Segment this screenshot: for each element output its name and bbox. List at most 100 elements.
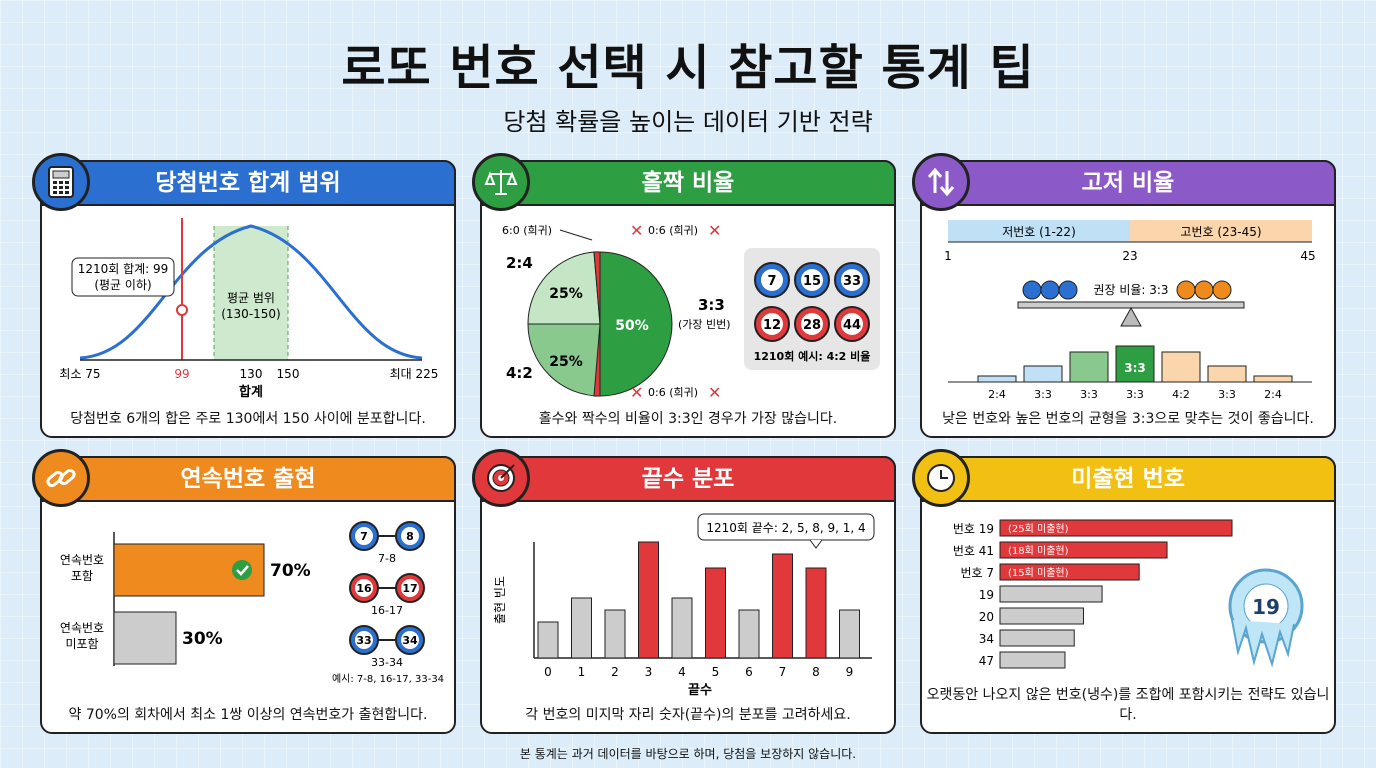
- last-digit-bar: [571, 597, 592, 659]
- axis-99: 99: [174, 367, 189, 381]
- lotto-ball-number: 33: [843, 274, 861, 289]
- last-digit-callout: [697, 513, 875, 541]
- pair-ball-number: 16: [356, 582, 372, 595]
- cold-row-bar: [999, 563, 1140, 581]
- consecutive-example: 예시: 7-8, 16-17, 33-34: [332, 673, 444, 685]
- last-digit-bar: [772, 553, 793, 659]
- lotto-balls: 7 15 33 12 28 44: [754, 262, 870, 342]
- high-low-bar: [1253, 375, 1293, 383]
- last-digit-card: 끝수 분포 1210회 끝수: 2, 5, 8, 9, 1, 4 0 1 2 3 4 5 6…: [472, 449, 896, 734]
- calculator-icon: [32, 153, 90, 211]
- last-digit-tick: 0: [544, 665, 552, 679]
- pct-50: 50%: [615, 318, 649, 334]
- axis-150: 150: [277, 367, 300, 381]
- sum-callout-line2: (평균 이하): [94, 278, 151, 292]
- label-with-2: 포함: [71, 569, 93, 583]
- last-digit-tick: 8: [812, 665, 820, 679]
- sum-xlabel: 합계: [239, 384, 263, 400]
- consecutive-caption: 약 70%의 회차에서 최소 1쌍 이상의 연속번호가 출현합니다.: [68, 707, 428, 723]
- high-low-bar: [1207, 365, 1247, 383]
- odd-even-header: 홀짝 비율: [480, 160, 896, 206]
- frozen-ball-number: 19: [1252, 595, 1280, 619]
- disclaimer: 본 통계는 과거 데이터를 바탕으로 하며, 당첨을 보장하지 않습니다.: [519, 747, 857, 761]
- last-digit-bar: [705, 567, 726, 659]
- last-digit-bar: [537, 621, 559, 659]
- pct-30: 30%: [182, 629, 223, 649]
- last-digit-ylabel: 출현 빈도: [493, 576, 507, 624]
- tick-45: 45: [1300, 249, 1315, 263]
- low-range-label: 저번호 (1-22): [1002, 225, 1076, 239]
- last-digit-bars: 0 1 2 3 4 5 6 7 8 9: [537, 541, 860, 679]
- balance-label: 권장 비율: 3:3: [1093, 283, 1168, 297]
- bell-curve: [79, 224, 423, 360]
- last-digit-bar: [671, 597, 693, 659]
- sum-distribution-chart: 1210회 합계: 99 (평균 이하) 평균 범위 (130-150) 최소 …: [59, 218, 438, 400]
- high-low-caption: 낮은 번호와 높은 번호의 균형을 3:3으로 맞추는 것이 좋습니다.: [942, 411, 1314, 427]
- cold-row-note: (18회 미출현): [1008, 545, 1069, 557]
- up-down-arrows-icon: [912, 153, 970, 211]
- odd-even-card: 홀짝 비율 50% 25% 25% 6:0 (희귀) ✕ 0:6 (희귀) ✕ …: [472, 153, 896, 438]
- last-digit-tick: 7: [779, 665, 787, 679]
- slice-4-2: [527, 323, 601, 397]
- cold-row-bar: [999, 519, 1233, 537]
- chain-link-icon: [32, 449, 90, 507]
- cold-number-bars: 번호 19 (25회 미출현) 번호 41 (18회 미출현) 번호 7 (15회 미출현…: [953, 519, 1233, 669]
- pair-label: 16-17: [371, 604, 403, 617]
- last-digit-caption: 각 번호의 미지막 자리 숫자(끝수)의 분포를 고려하세요.: [525, 707, 851, 723]
- frozen-ball: [1228, 568, 1304, 668]
- last-digit-tick: 4: [678, 665, 686, 679]
- cold-row-label: 34: [979, 632, 994, 646]
- tick-1: 1: [944, 249, 952, 263]
- svg-text:✕: ✕: [630, 383, 643, 402]
- cold-row-label: 20: [979, 610, 994, 624]
- last-digit-bar: [805, 567, 827, 659]
- sum-range-card: 당첨번호 합계 범위 1210회 합계: 99 (평균 이하) 평균 범위 (1…: [32, 153, 456, 438]
- lotto-ball-number: 7: [767, 274, 776, 289]
- last-digit-tick: 3: [645, 665, 653, 679]
- label-2-4: 2:4: [506, 254, 533, 272]
- pct-25-a: 25%: [549, 354, 583, 370]
- pct-70: 70%: [270, 561, 311, 581]
- sum-callout-line1: 1210회 합계: 99: [78, 262, 169, 276]
- cold-numbers-card: 미출현 번호 번호 19 (25회 미출현) 번호 41 (18회 미출현) 번호 7 (…: [912, 449, 1336, 734]
- cold-row-note: (15회 미출현): [1008, 567, 1069, 579]
- consecutive-header: 연속번호 출현: [40, 456, 456, 502]
- consecutive-chart: 70% 30% 연속번호 포함 연속번호 미포함 7 8 7-8 16 17 16-17 3…: [60, 521, 444, 685]
- slice-3-3: [599, 251, 673, 397]
- lotto-ball-number: 44: [843, 318, 861, 333]
- rare-6-0: 6:0 (희귀): [502, 224, 552, 237]
- page-subtitle: 당첨 확률을 높이는 데이터 기반 전략: [503, 108, 873, 136]
- lotto-ball-number: 28: [803, 318, 821, 333]
- page-title: 로또 번호 선택 시 참고할 통계 팁: [341, 40, 1035, 96]
- pair-ball-number: 33: [356, 634, 371, 647]
- axis-min: 최소 75: [59, 367, 100, 381]
- high-low-bar-label: 2:4: [988, 388, 1006, 401]
- cold-numbers-chart: 번호 19 (25회 미출현) 번호 41 (18회 미출현) 번호 7 (15회 미출현…: [953, 519, 1304, 669]
- average-band: [214, 226, 288, 360]
- last-digit-bar: [839, 609, 860, 659]
- label-without-1: 연속번호: [60, 621, 104, 635]
- cold-row-label: 번호 7: [960, 566, 994, 580]
- last-digit-tick: 1: [578, 665, 586, 679]
- pair-ball-number: 17: [402, 582, 417, 595]
- pair-ball-number: 7: [360, 530, 368, 543]
- high-low-bar-label: 3:3: [1218, 388, 1236, 401]
- high-low-card: 고저 비율 저번호 (1-22) 고번호 (23-45) 1 23 45 권장 …: [912, 153, 1336, 438]
- high-low-bar: [1023, 365, 1063, 383]
- axis-130: 130: [240, 367, 263, 381]
- label-with-1: 연속번호: [60, 553, 104, 567]
- high-low-bar-label: 4:2: [1172, 388, 1190, 401]
- high-low-bar-label: 2:4: [1264, 388, 1282, 401]
- high-low-bar-label: 3:3: [1080, 388, 1098, 401]
- label-3-3-note: (가장 빈번): [678, 318, 731, 331]
- clock-icon: [912, 449, 970, 507]
- sum-callout: [71, 257, 175, 297]
- low-range-bar: [948, 220, 1130, 242]
- cold-row-bar: [999, 541, 1168, 559]
- last-digit-bar: [604, 609, 626, 659]
- last-digit-tick: 5: [712, 665, 720, 679]
- last-digit-chart: 1210회 끝수: 2, 5, 8, 9, 1, 4 0 1 2 3 4 5 6 7 8 9 출현…: [493, 513, 875, 698]
- high-low-bars: 2:4 3:3 3:3 3:3 4:2 3:3 2:4 3:3: [977, 345, 1293, 401]
- last-digit-header: 끝수 분포: [480, 456, 896, 502]
- bar-without-consecutive: [113, 611, 177, 665]
